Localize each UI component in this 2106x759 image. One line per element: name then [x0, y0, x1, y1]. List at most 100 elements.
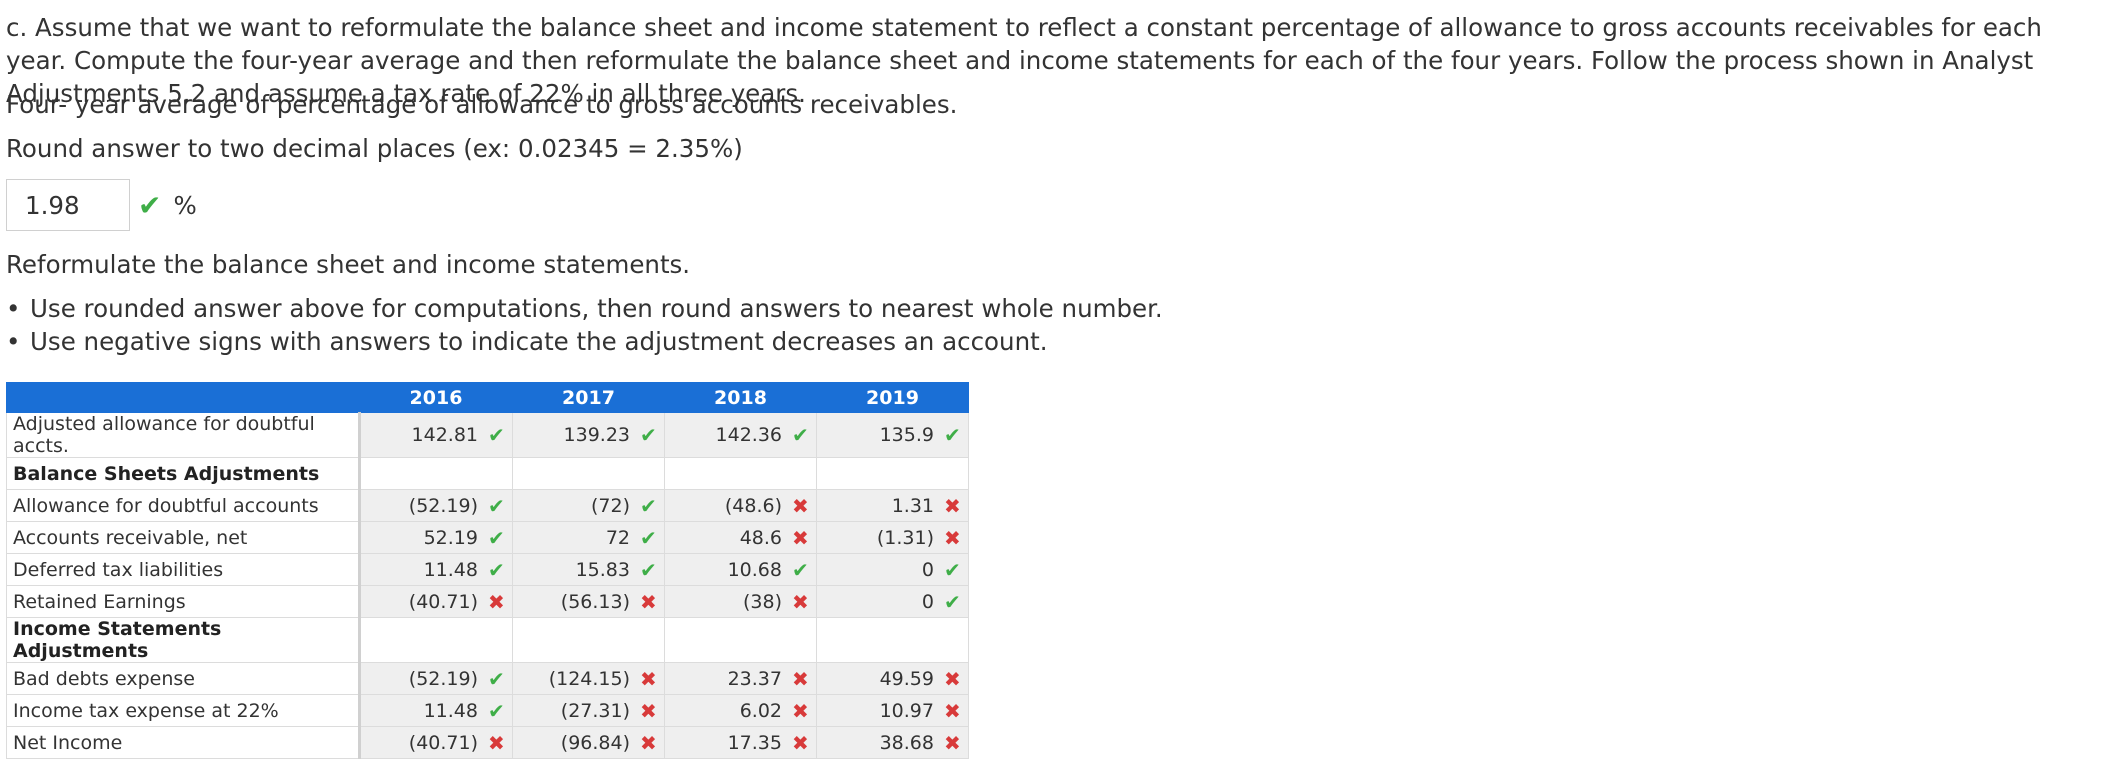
answer-value[interactable]: 0: [921, 590, 934, 613]
round-instruction: Round answer to two decimal places (ex: …: [6, 134, 743, 163]
list-item: • Use negative signs with answers to indi…: [6, 325, 1163, 358]
answer-cell[interactable]: 15.83 ✔: [512, 553, 665, 586]
answer-cell[interactable]: (56.13) ✖: [512, 585, 665, 618]
answer-cell[interactable]: (40.71) ✖: [358, 726, 513, 759]
check-icon: ✔: [488, 525, 505, 550]
answer-value[interactable]: 11.48: [423, 558, 478, 581]
answer-value[interactable]: 52.19: [423, 526, 478, 549]
answer-value[interactable]: (27.31): [560, 699, 630, 722]
answer-cell[interactable]: 10.97 ✖: [816, 694, 969, 727]
check-icon: ✔: [488, 423, 505, 447]
answer-cell[interactable]: 23.37 ✖: [664, 662, 817, 695]
table-row: Bad debts expense (52.19) ✔ (124.15) ✖ 23.37 ✖…: [6, 662, 969, 695]
answer-value[interactable]: (48.6): [724, 494, 782, 517]
answer-value[interactable]: 0: [921, 558, 934, 581]
answer-value[interactable]: 17.35: [727, 731, 782, 754]
answer-value[interactable]: 142.81: [411, 424, 478, 446]
answer-value-group: 135.9 ✔: [879, 423, 961, 447]
check-icon: ✔: [640, 525, 657, 550]
cross-icon: ✖: [944, 666, 961, 691]
section-label: Income Statements Adjustments: [6, 617, 360, 663]
answer-cell[interactable]: 49.59 ✖: [816, 662, 969, 695]
answer-value[interactable]: 139.23: [563, 424, 630, 446]
row-label: Allowance for doubtful accounts: [6, 489, 360, 522]
answer-cell[interactable]: 11.48 ✔: [358, 553, 513, 586]
answer-cell[interactable]: 72 ✔: [512, 521, 665, 554]
answer-value[interactable]: 142.36: [715, 424, 782, 446]
answer-cell[interactable]: 0 ✔: [816, 553, 969, 586]
empty-cell: [664, 617, 817, 663]
answer-value-group: (124.15) ✖: [548, 666, 657, 691]
answer-value[interactable]: 10.68: [727, 558, 782, 581]
answer-cell[interactable]: (96.84) ✖: [512, 726, 665, 759]
answer-value-group: 10.68 ✔: [727, 558, 809, 582]
answer-cell[interactable]: 38.68 ✖: [816, 726, 969, 759]
answer-value[interactable]: (96.84): [560, 731, 630, 754]
empty-cell: [512, 457, 665, 490]
answer-cell[interactable]: 48.6 ✖: [664, 521, 817, 554]
answer-cell[interactable]: 142.81 ✔: [358, 412, 513, 458]
answer-value[interactable]: (124.15): [548, 667, 630, 690]
answer-value-group: (1.31) ✖: [876, 526, 961, 550]
reformulate-prompt: Reformulate the balance sheet and income…: [6, 250, 691, 279]
answer-cell[interactable]: 0 ✔: [816, 585, 969, 618]
answer-cell[interactable]: 52.19 ✔: [358, 521, 513, 554]
row-label: Adjusted allowance for doubtful accts.: [6, 412, 360, 458]
answer-value[interactable]: 1.31: [891, 494, 934, 517]
answer-cell[interactable]: 1.31 ✖: [816, 489, 969, 522]
answer-cell[interactable]: (52.19) ✔: [358, 489, 513, 522]
answer-cell[interactable]: (48.6) ✖: [664, 489, 817, 522]
answer-value-group: (40.71) ✖: [408, 731, 505, 755]
answer-value-group: 0 ✔: [921, 557, 961, 582]
answer-cell[interactable]: 142.36 ✔: [664, 412, 817, 458]
answer-cell[interactable]: 17.35 ✖: [664, 726, 817, 759]
check-icon: ✔: [138, 188, 162, 222]
answer-value[interactable]: (1.31): [876, 526, 934, 549]
answer-cell[interactable]: 139.23 ✔: [512, 412, 665, 458]
check-icon: ✔: [488, 557, 505, 582]
answer-value[interactable]: 48.6: [739, 526, 782, 549]
answer-cell[interactable]: (124.15) ✖: [512, 662, 665, 695]
answer-value[interactable]: (52.19): [408, 494, 478, 517]
answer-value[interactable]: (52.19): [408, 667, 478, 690]
cross-icon: ✖: [640, 666, 657, 691]
average-answer-row: 1.98 ✔ %: [6, 178, 197, 232]
answer-value[interactable]: (56.13): [560, 590, 630, 613]
answer-value[interactable]: 38.68: [879, 731, 934, 754]
answer-cell[interactable]: (1.31) ✖: [816, 521, 969, 554]
answer-cell[interactable]: (72) ✔: [512, 489, 665, 522]
answer-value-group: 142.81 ✔: [411, 423, 505, 447]
answer-value[interactable]: 135.9: [879, 424, 934, 446]
cross-icon: ✖: [488, 589, 505, 614]
answer-value[interactable]: 10.97: [879, 699, 934, 722]
answer-value[interactable]: 72: [605, 526, 630, 549]
answer-value[interactable]: 11.48: [423, 699, 478, 722]
average-answer-input[interactable]: 1.98: [6, 179, 130, 231]
answer-value[interactable]: 6.02: [739, 699, 782, 722]
answer-value-group: 11.48 ✔: [423, 699, 505, 723]
answer-value[interactable]: (40.71): [408, 731, 478, 754]
cross-icon: ✖: [792, 666, 809, 691]
answer-value[interactable]: (40.71): [408, 590, 478, 613]
answer-value-group: 17.35 ✖: [727, 731, 809, 755]
check-icon: ✔: [640, 557, 657, 582]
answer-value-group: (96.84) ✖: [560, 731, 657, 755]
answer-value[interactable]: (72): [590, 494, 630, 517]
answer-cell[interactable]: (27.31) ✖: [512, 694, 665, 727]
answer-value[interactable]: (38): [742, 590, 782, 613]
answer-cell[interactable]: (52.19) ✔: [358, 662, 513, 695]
answer-cell[interactable]: (40.71) ✖: [358, 585, 513, 618]
year-header: 2016: [359, 382, 513, 413]
answer-value[interactable]: 15.83: [575, 558, 630, 581]
answer-cell[interactable]: 10.68 ✔: [664, 553, 817, 586]
answer-value-group: 23.37 ✖: [727, 666, 809, 691]
answer-value-group: 10.97 ✖: [879, 699, 961, 723]
answer-cell[interactable]: (38) ✖: [664, 585, 817, 618]
answer-cell[interactable]: 11.48 ✔: [358, 694, 513, 727]
check-icon: ✔: [944, 423, 961, 447]
answer-value[interactable]: 23.37: [727, 667, 782, 690]
answer-cell[interactable]: 135.9 ✔: [816, 412, 969, 458]
check-icon: ✔: [944, 557, 961, 582]
answer-cell[interactable]: 6.02 ✖: [664, 694, 817, 727]
answer-value[interactable]: 49.59: [879, 667, 934, 690]
